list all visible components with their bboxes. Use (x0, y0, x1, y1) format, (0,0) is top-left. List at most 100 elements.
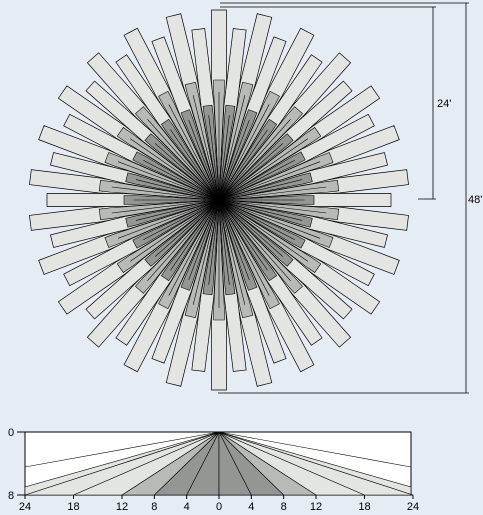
ray-center-line (135, 199, 220, 221)
ray-center-line (218, 199, 230, 285)
ray-inner-panel (218, 199, 236, 296)
diameter-dimension: 48' (218, 2, 482, 394)
ray-center-line (192, 95, 220, 201)
ray-center-line (117, 199, 220, 239)
ray-spoke (218, 199, 388, 248)
radius-label: 24' (437, 98, 451, 110)
profile-x-axis: 24 18 12 8 4 0 4 8 12 18 24 (19, 495, 419, 513)
ray-spoke (63, 113, 220, 201)
ray-center-line (218, 95, 246, 201)
ray-center-line (218, 115, 230, 201)
ray-inner-panel (218, 151, 306, 201)
ray-inner-panel (125, 199, 220, 228)
ray-spoke (85, 80, 220, 201)
profile-x-label: 18 (67, 501, 79, 513)
ray-inner-panel (218, 104, 236, 201)
ray-center-line (117, 161, 220, 201)
ray-spoke (218, 199, 353, 320)
ray-center-line (188, 119, 220, 201)
profile-fans (24, 431, 414, 496)
profile-x-label: 24 (19, 501, 31, 513)
ray-inner-panel (180, 109, 220, 201)
ray-center-line (218, 199, 250, 281)
ray-center-line (135, 179, 220, 201)
profile-fan-line (24, 431, 220, 468)
ray-center-line (218, 199, 246, 305)
ray-center-line (218, 199, 295, 240)
ray-spoke (50, 152, 220, 201)
ray-spoke (218, 54, 323, 201)
ray-inner-panel (218, 118, 278, 201)
radial-rays-plan (29, 9, 409, 391)
ray-center-line (218, 138, 309, 201)
ray-center-line (111, 199, 220, 214)
profile-fan-line (218, 431, 412, 468)
ray-spoke (50, 199, 220, 248)
ray-inner-panel (125, 172, 220, 201)
ray-center-line (170, 199, 220, 271)
ray-center-line (218, 179, 303, 201)
ray-spoke (115, 54, 220, 201)
ray-inner-panel (160, 199, 220, 282)
ray-center-line (218, 160, 295, 201)
ray-center-line (218, 199, 270, 296)
ray-spoke (218, 113, 375, 201)
ray-spoke (218, 193, 392, 207)
ray-center-line (208, 199, 220, 285)
profile-y-label-8: 8 (8, 490, 14, 502)
ray-center-line (218, 199, 327, 214)
ray-spoke (46, 193, 220, 207)
profile-x-label: 24 (407, 501, 419, 513)
radius-dimension: 24' (220, 6, 451, 200)
ray-center-line (192, 199, 220, 305)
ray-spoke (151, 199, 220, 364)
ray-center-line (218, 186, 327, 201)
profile-fan-band (24, 431, 220, 496)
ray-inner-panel (202, 199, 220, 296)
ray-spoke (218, 36, 287, 201)
profile-fan-band (218, 431, 414, 496)
ray-center-line (111, 186, 220, 201)
ray-inner-panel (218, 199, 258, 291)
profile-x-label: 8 (151, 501, 157, 513)
ray-center-line (129, 199, 220, 262)
ray-center-line (154, 199, 220, 257)
ray-center-line (218, 118, 291, 201)
ray-center-line (218, 199, 309, 262)
profile-x-label: 12 (116, 501, 128, 513)
ray-spoke (191, 199, 220, 372)
ray-center-line (218, 161, 321, 201)
ray-inner-panel (218, 199, 313, 228)
ray-center-line (154, 143, 220, 201)
ray-inner-panel (202, 104, 220, 201)
ray-inner-panel (132, 151, 220, 201)
profile-x-label: 8 (281, 501, 287, 513)
hub-point (215, 196, 223, 204)
ray-inner-panel (160, 118, 220, 201)
ray-spoke (218, 152, 388, 201)
ray-spoke (191, 28, 220, 201)
ray-spoke (218, 199, 375, 287)
profile-x-label: 0 (216, 501, 222, 513)
ray-center-line (147, 118, 220, 201)
ray-center-line (170, 129, 220, 201)
ray-center-line (143, 199, 220, 240)
ray-spoke (218, 28, 247, 201)
ray-center-line (218, 104, 270, 201)
profile-view: 0 8 24 18 12 8 4 0 4 8 12 18 24 (8, 427, 419, 513)
profile-x-label: 12 (310, 501, 322, 513)
ray-center-line (218, 199, 303, 221)
ray-center-line (218, 199, 284, 257)
ray-center-line (188, 199, 220, 281)
profile-x-label: 18 (358, 501, 370, 513)
ray-center-line (218, 143, 284, 201)
ray-center-line (208, 115, 220, 201)
ray-center-line (147, 199, 220, 282)
ray-spoke (115, 199, 220, 346)
profile-y-label-0: 0 (8, 427, 14, 439)
ray-spoke (218, 199, 247, 372)
ray-center-line (168, 199, 220, 296)
ray-center-line (143, 160, 220, 201)
ray-center-line (218, 199, 291, 282)
